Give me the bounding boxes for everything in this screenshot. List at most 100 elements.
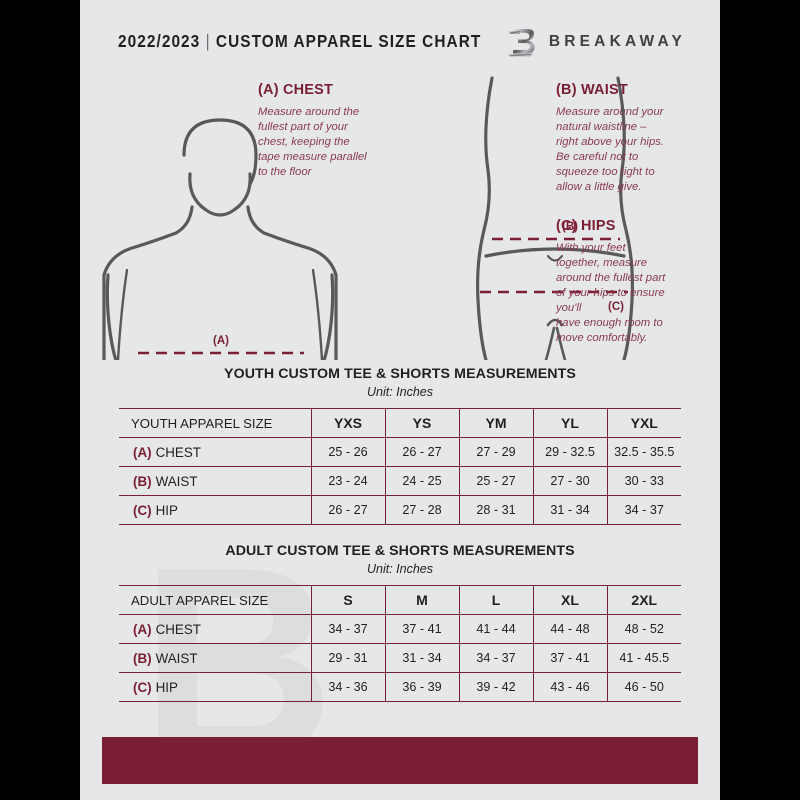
adult-hip-4: 46 - 50	[606, 672, 681, 702]
adult-hip-3: 43 - 46	[532, 672, 607, 702]
adult-chest-3: 44 - 48	[532, 614, 607, 644]
header-season: 2022/2023	[118, 31, 201, 51]
youth-size-col-4: YXL	[606, 408, 681, 438]
tag-c: (C)	[133, 502, 152, 518]
hips-marker-label: (C)	[608, 301, 624, 313]
youth-table-unit: Unit: Inches	[366, 385, 433, 399]
youth-waist-0: 23 - 24	[310, 466, 385, 496]
table-row: (A) CHEST 34 - 37 37 - 41 41 - 44 44 - 48…	[119, 614, 681, 644]
adult-size-section: ADULT CUSTOM TEE & SHORTS MEASUREMENTS U…	[80, 543, 720, 702]
adult-table-title: ADULT CUSTOM TEE & SHORTS MEASUREMENTS	[225, 543, 575, 559]
adult-chest-name: CHEST	[155, 621, 201, 637]
youth-size-col-2: YM	[458, 408, 533, 438]
page-header: 2022/2023 | CUSTOM APPAREL SIZE CHART	[80, 26, 720, 60]
adult-waist-label: (B) WAIST	[119, 643, 311, 673]
youth-size-col-0: YXS	[310, 408, 385, 438]
youth-size-table: YOUTH APPAREL SIZE YXS YS YM YL YXL (A) C…	[119, 408, 681, 525]
youth-waist-label: (B) WAIST	[119, 466, 311, 496]
table-row: (B) WAIST 29 - 31 31 - 34 34 - 37 37 - 41…	[119, 643, 681, 673]
footer-bar	[102, 737, 698, 784]
adult-waist-4: 41 - 45.5	[606, 643, 681, 673]
youth-hip-label: (C) HIP	[119, 495, 311, 525]
youth-row-header-label: YOUTH APPAREL SIZE	[119, 408, 311, 438]
table-row: (C) HIP 26 - 27 27 - 28 28 - 31 31 - 34 3…	[119, 495, 681, 525]
table-header-row: ADULT APPAREL SIZE S M L XL 2XL	[119, 585, 681, 615]
youth-hip-2: 28 - 31	[458, 495, 533, 525]
table-header-row: YOUTH APPAREL SIZE YXS YS YM YL YXL	[119, 408, 681, 438]
callout-waist: (B) WAIST Measure around your natural wa…	[556, 82, 706, 195]
tag-a: (A)	[133, 444, 152, 460]
callout-chest: (A) CHEST Measure around the fullest par…	[258, 82, 408, 180]
tag-b: (B)	[133, 650, 152, 666]
adult-waist-1: 31 - 34	[384, 643, 459, 673]
adult-hip-name: HIP	[155, 679, 178, 695]
adult-size-col-3: XL	[532, 585, 607, 615]
header-separator: |	[205, 31, 211, 51]
table-row: (A) CHEST 25 - 26 26 - 27 27 - 29 29 - 32…	[119, 437, 681, 467]
callout-chest-title: (A) CHEST	[258, 82, 334, 98]
youth-chest-0: 25 - 26	[310, 437, 385, 467]
youth-size-col-3: YL	[532, 408, 607, 438]
adult-row-header-label: ADULT APPAREL SIZE	[119, 585, 311, 615]
callout-hips-title: (C) HIPS	[556, 218, 616, 234]
youth-chest-3: 29 - 32.5	[532, 437, 607, 467]
breakaway-b-logo-icon	[506, 26, 536, 58]
adult-size-col-2: L	[458, 585, 533, 615]
youth-size-col-1: YS	[384, 408, 459, 438]
youth-hip-4: 34 - 37	[606, 495, 681, 525]
adult-hip-1: 36 - 39	[384, 672, 459, 702]
adult-table-unit: Unit: Inches	[366, 562, 433, 576]
youth-hip-name: HIP	[155, 502, 178, 518]
youth-waist-name: WAIST	[155, 473, 198, 489]
tag-c: (C)	[133, 679, 152, 695]
adult-waist-name: WAIST	[155, 650, 198, 666]
youth-hip-1: 27 - 28	[384, 495, 459, 525]
header-title-line: 2022/2023 | CUSTOM APPAREL SIZE CHART	[118, 31, 481, 52]
youth-chest-name: CHEST	[155, 444, 201, 460]
youth-chest-label: (A) CHEST	[119, 437, 311, 467]
youth-chest-1: 26 - 27	[384, 437, 459, 467]
adult-size-col-0: S	[310, 585, 385, 615]
waist-marker-label: (B)	[562, 221, 578, 233]
callout-hips: (C) HIPS With your feet together, measur…	[556, 218, 708, 346]
youth-hip-3: 31 - 34	[532, 495, 607, 525]
size-chart-page: B 2022/2023 | CUSTOM APPAREL SIZE CHART	[80, 0, 720, 800]
adult-size-table: ADULT APPAREL SIZE S M L XL 2XL (A) CHEST…	[119, 585, 681, 702]
adult-chest-2: 41 - 44	[458, 614, 533, 644]
adult-hip-0: 34 - 36	[310, 672, 385, 702]
callout-waist-title: (B) WAIST	[556, 82, 628, 98]
callout-chest-body: Measure around the fullest part of your …	[258, 106, 367, 179]
youth-chest-2: 27 - 29	[458, 437, 533, 467]
chest-marker-label: (A)	[213, 335, 229, 347]
adult-chest-1: 37 - 41	[384, 614, 459, 644]
callout-hips-body: With your feet together, measure around …	[556, 242, 666, 345]
tag-b: (B)	[133, 473, 152, 489]
adult-waist-0: 29 - 31	[310, 643, 385, 673]
brand-name: BREAKAWAY	[548, 33, 686, 50]
adult-waist-3: 37 - 41	[532, 643, 607, 673]
brand-lockup: BREAKAWAY	[506, 26, 686, 58]
youth-waist-3: 27 - 30	[532, 466, 607, 496]
adult-waist-2: 34 - 37	[458, 643, 533, 673]
measurement-illustration: (A) (B) (C) (A) CHEST M	[80, 70, 720, 360]
adult-chest-0: 34 - 37	[310, 614, 385, 644]
youth-hip-0: 26 - 27	[310, 495, 385, 525]
adult-hip-2: 39 - 42	[458, 672, 533, 702]
youth-waist-4: 30 - 33	[606, 466, 681, 496]
table-row: (B) WAIST 23 - 24 24 - 25 25 - 27 27 - 30…	[119, 466, 681, 496]
youth-size-section: YOUTH CUSTOM TEE & SHORTS MEASUREMENTS U…	[80, 366, 720, 525]
adult-hip-label: (C) HIP	[119, 672, 311, 702]
table-row: (C) HIP 34 - 36 36 - 39 39 - 42 43 - 46 4…	[119, 672, 681, 702]
youth-waist-1: 24 - 25	[384, 466, 459, 496]
tag-a: (A)	[133, 621, 152, 637]
youth-waist-2: 25 - 27	[458, 466, 533, 496]
body-figures-svg: (A) (B) (C)	[102, 76, 634, 360]
adult-size-col-1: M	[384, 585, 459, 615]
adult-chest-label: (A) CHEST	[119, 614, 311, 644]
header-title: CUSTOM APPAREL SIZE CHART	[215, 31, 482, 51]
adult-chest-4: 48 - 52	[606, 614, 681, 644]
adult-size-col-4: 2XL	[606, 585, 681, 615]
youth-chest-4: 32.5 - 35.5	[606, 437, 681, 467]
youth-table-title: YOUTH CUSTOM TEE & SHORTS MEASUREMENTS	[224, 366, 576, 382]
callout-waist-body: Measure around your natural waistline – …	[556, 106, 665, 194]
